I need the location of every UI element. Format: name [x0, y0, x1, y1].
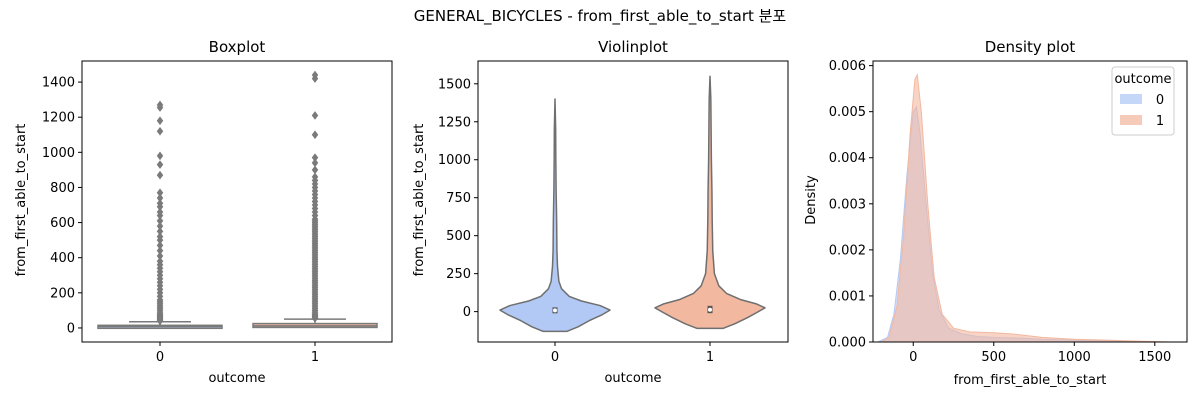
box-outlier	[156, 251, 164, 261]
legend-swatch-0	[1120, 94, 1142, 104]
figure-suptitle: GENERAL_BICYCLES - from_first_able_to_st…	[414, 7, 787, 26]
density-legend: outcome 0 1	[1111, 66, 1175, 136]
box-outlier	[156, 240, 164, 250]
violin-x-tick-label: 1	[706, 350, 714, 365]
box-outlier	[156, 198, 164, 208]
boxplot-panel: Boxplot 0 200 400 600 800 1000 1200 1400 0 1 outc…	[14, 38, 393, 386]
box-outlier	[311, 130, 319, 140]
boxplot-x-tick-label: 0	[156, 350, 164, 365]
violinplot-xlabel: outcome	[604, 371, 661, 386]
box-outlier	[311, 111, 319, 120]
box-outlier	[156, 216, 164, 226]
boxplot-x-tick-label: 1	[311, 350, 319, 365]
legend-label-0: 0	[1156, 93, 1164, 108]
density-area-1	[879, 73, 1171, 343]
density-y-tick-label: 0.004	[829, 151, 866, 166]
violinplot-title: Violinplot	[598, 38, 668, 56]
density-ylabel: Density	[804, 175, 819, 225]
density-y-tick-label: 0.003	[829, 197, 866, 212]
box-outlier	[311, 153, 319, 163]
boxplot-axes-frame	[81, 60, 393, 343]
box-outlier	[311, 165, 319, 175]
boxplot-y-tick-label: 1400	[42, 76, 75, 91]
box-outlier	[156, 170, 164, 180]
box-outlier	[311, 172, 319, 182]
violin-y-tick-label: 0	[463, 305, 471, 320]
violin-body	[499, 98, 611, 333]
boxplot-xlabel: outcome	[208, 371, 265, 386]
boxplot-title: Boxplot	[209, 38, 266, 56]
density-plot-area: 0.000 0.001 0.002 0.003 0.004 0.005 0.006 0 500 1…	[829, 59, 1188, 365]
box-outlier	[156, 226, 164, 236]
violin-y-tick-label: 1250	[438, 115, 471, 130]
box-outlier	[156, 151, 164, 161]
violinplot-plot-area: 0 250 500 750 1000 1250 1500 0 1	[438, 60, 789, 365]
legend-label-1: 1	[1156, 114, 1164, 129]
boxplot-y-tick-label: 1200	[42, 111, 75, 126]
boxplot-ylabel: from_first_able_to_start	[14, 124, 29, 277]
box-outlier	[156, 246, 164, 256]
box-outlier	[156, 126, 164, 136]
boxplot-y-tick-label: 200	[50, 286, 75, 301]
box-outlier	[156, 160, 164, 170]
violin-body	[654, 75, 766, 330]
density-y-tick-label: 0.002	[829, 243, 866, 258]
box-outlier	[156, 256, 164, 266]
violin-y-tick-label: 1000	[438, 153, 471, 168]
density-title: Density plot	[985, 38, 1076, 56]
density-y-tick-label: 0.000	[829, 336, 866, 351]
boxplot-y-tick-label: 1000	[42, 146, 75, 161]
violin-y-tick-label: 500	[446, 229, 471, 244]
density-x-tick-label: 1500	[1138, 350, 1171, 365]
density-xlabel: from_first_able_to_start	[954, 373, 1107, 388]
density-x-tick-label: 0	[909, 350, 917, 365]
box-outlier	[156, 100, 164, 110]
violin-x-tick-label: 0	[551, 350, 559, 365]
boxplot-y-tick-label: 400	[50, 251, 75, 266]
violin-median-dot	[708, 307, 712, 312]
density-x-tick-label: 1000	[1058, 350, 1091, 365]
legend-swatch-1	[1120, 115, 1142, 125]
density-panel: Density plot 0.0000.0010.0020.0030.0040.…	[804, 38, 1188, 388]
box-outlier	[156, 116, 164, 126]
density-axes-frame	[872, 60, 1188, 343]
box-outlier	[156, 221, 164, 231]
boxplot-y-tick-label: 800	[50, 181, 75, 196]
violinplot-axes-frame	[477, 60, 789, 343]
boxplot-plot-area: 0 200 400 600 800 1000 1200 1400 0 1	[42, 60, 393, 365]
violin-y-tick-label: 1500	[438, 77, 471, 92]
violin-median-dot	[553, 308, 557, 313]
violin-y-tick-label: 250	[446, 267, 471, 282]
density-y-tick-label: 0.005	[829, 105, 866, 120]
box-outlier	[311, 70, 319, 80]
box-outlier	[156, 207, 164, 217]
density-y-tick-label: 0.001	[829, 289, 866, 304]
boxplot-y-tick-label: 0	[67, 321, 75, 336]
box-outlier	[156, 232, 164, 242]
box-outlier	[156, 188, 164, 198]
legend-title: outcome	[1114, 72, 1171, 87]
violinplot-panel: Violinplot 0 250 500 750 1000 1250 1500 0 1 outc…	[412, 38, 789, 386]
violin-y-tick-label: 750	[446, 191, 471, 206]
violinplot-ylabel: from_first_able_to_start	[412, 124, 427, 277]
density-y-tick-label: 0.006	[829, 59, 866, 74]
box-outlier	[156, 193, 164, 203]
boxplot-y-tick-label: 600	[50, 216, 75, 231]
box-outlier	[311, 158, 319, 168]
density-x-tick-label: 500	[981, 350, 1006, 365]
